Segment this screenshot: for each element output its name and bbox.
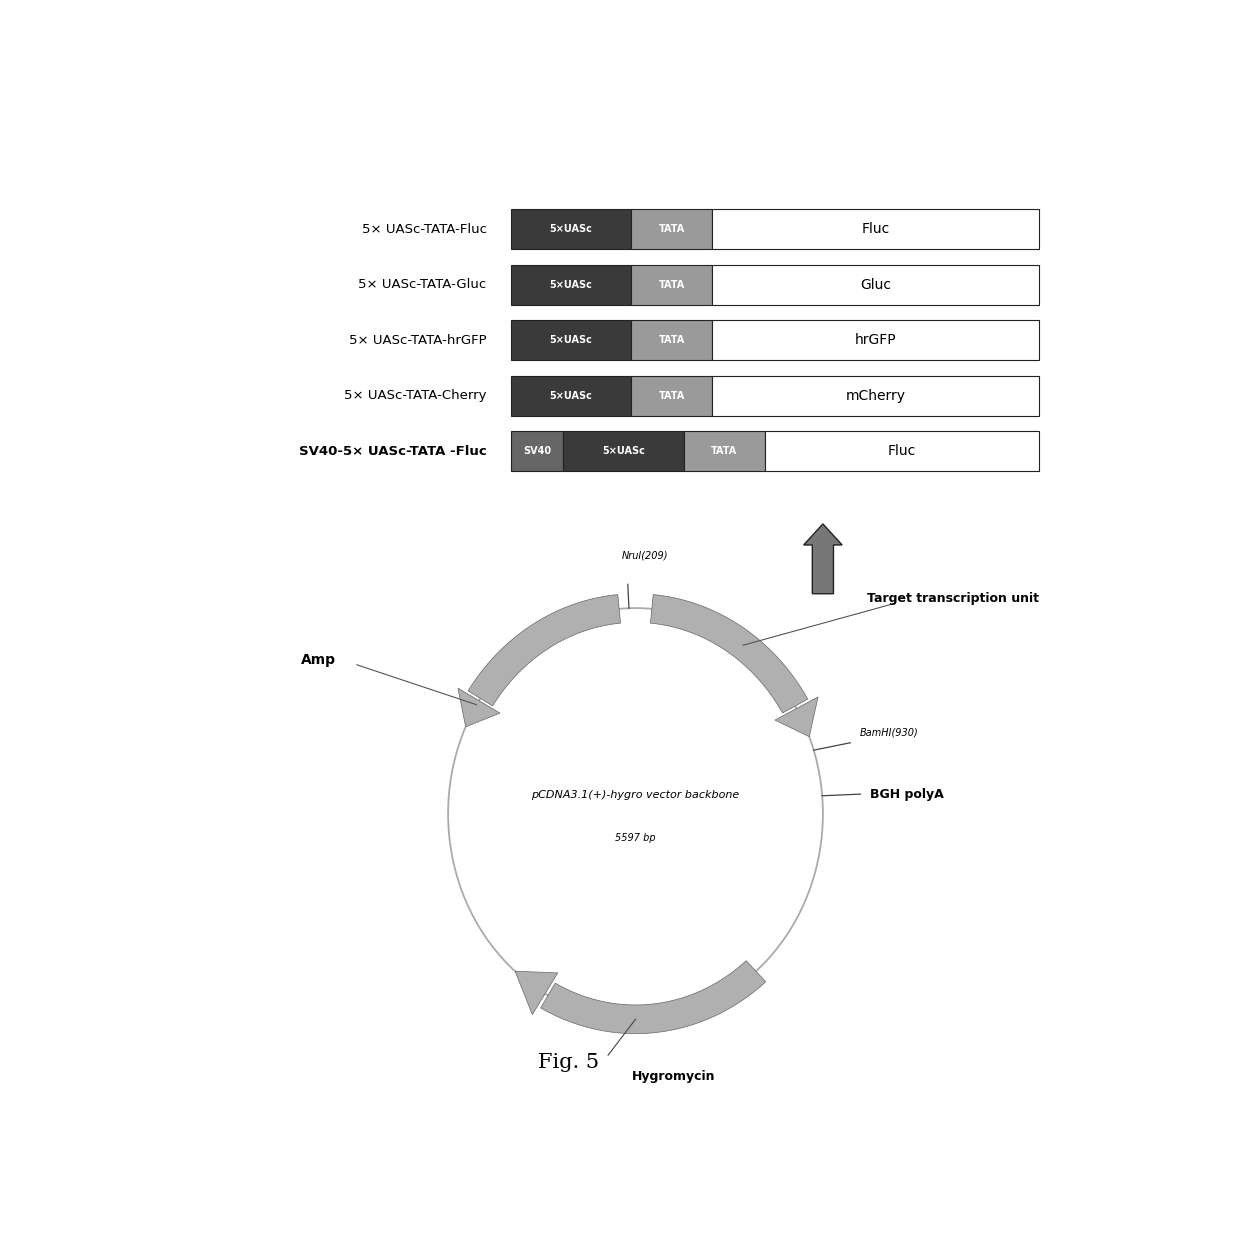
Bar — [631, 375, 712, 416]
Polygon shape — [515, 971, 558, 1015]
Text: 5× UASᴄ-TATA-hrGFP: 5× UASᴄ-TATA-hrGFP — [348, 334, 486, 347]
Text: 5× UASᴄ-TATA-Cherry: 5× UASᴄ-TATA-Cherry — [343, 389, 486, 402]
Polygon shape — [541, 960, 766, 1033]
Text: 5× UASᴄ-TATA-Gluc: 5× UASᴄ-TATA-Gluc — [358, 278, 486, 292]
Text: TATA: TATA — [712, 446, 738, 456]
Text: Amp: Amp — [301, 653, 336, 667]
Bar — [511, 375, 631, 416]
Bar — [712, 375, 1039, 416]
FancyArrow shape — [804, 524, 842, 594]
Text: Fluc: Fluc — [862, 222, 890, 236]
Text: mCherry: mCherry — [846, 389, 905, 402]
Bar — [712, 210, 1039, 250]
Text: TATA: TATA — [658, 335, 684, 345]
Bar — [511, 320, 631, 360]
Bar — [631, 210, 712, 250]
Bar — [712, 320, 1039, 360]
Bar — [511, 431, 563, 471]
Bar — [631, 265, 712, 306]
Text: Target transcription unit: Target transcription unit — [867, 592, 1039, 605]
Bar — [631, 320, 712, 360]
Text: Fluc: Fluc — [888, 445, 916, 458]
Text: 5×UASᴄ: 5×UASᴄ — [549, 335, 591, 345]
Bar — [765, 431, 1039, 471]
Text: Hygromycin: Hygromycin — [632, 1071, 715, 1083]
Text: 5×UASᴄ: 5×UASᴄ — [603, 446, 645, 456]
Text: TATA: TATA — [658, 391, 684, 401]
Bar — [712, 265, 1039, 306]
Text: 5×UASᴄ: 5×UASᴄ — [549, 279, 591, 289]
Text: TATA: TATA — [658, 225, 684, 235]
Text: SV40: SV40 — [523, 446, 551, 456]
Text: hrGFP: hrGFP — [854, 333, 897, 348]
Bar — [511, 265, 631, 306]
Bar — [563, 431, 683, 471]
Polygon shape — [775, 697, 818, 737]
Text: BGH polyA: BGH polyA — [870, 787, 944, 801]
Polygon shape — [651, 595, 807, 713]
Bar — [683, 431, 765, 471]
Text: TATA: TATA — [658, 279, 684, 289]
Text: 5×UASᴄ: 5×UASᴄ — [549, 391, 591, 401]
Polygon shape — [458, 688, 500, 727]
Text: 5× UASᴄ-TATA-Fluc: 5× UASᴄ-TATA-Fluc — [362, 222, 486, 236]
Text: pCDNA3.1(+)-hygro vector backbone: pCDNA3.1(+)-hygro vector backbone — [532, 790, 739, 800]
Text: BamHI(930): BamHI(930) — [859, 728, 919, 738]
Text: NruI(209): NruI(209) — [622, 550, 668, 560]
Bar — [511, 210, 631, 250]
Text: 5×UASᴄ: 5×UASᴄ — [549, 225, 591, 235]
Text: Gluc: Gluc — [861, 278, 892, 292]
Text: Fig. 5: Fig. 5 — [538, 1053, 599, 1072]
Polygon shape — [467, 595, 620, 705]
Text: 5597 bp: 5597 bp — [615, 832, 656, 842]
Text: SV40-5× UASᴄ-TATA -Fluc: SV40-5× UASᴄ-TATA -Fluc — [299, 445, 486, 458]
